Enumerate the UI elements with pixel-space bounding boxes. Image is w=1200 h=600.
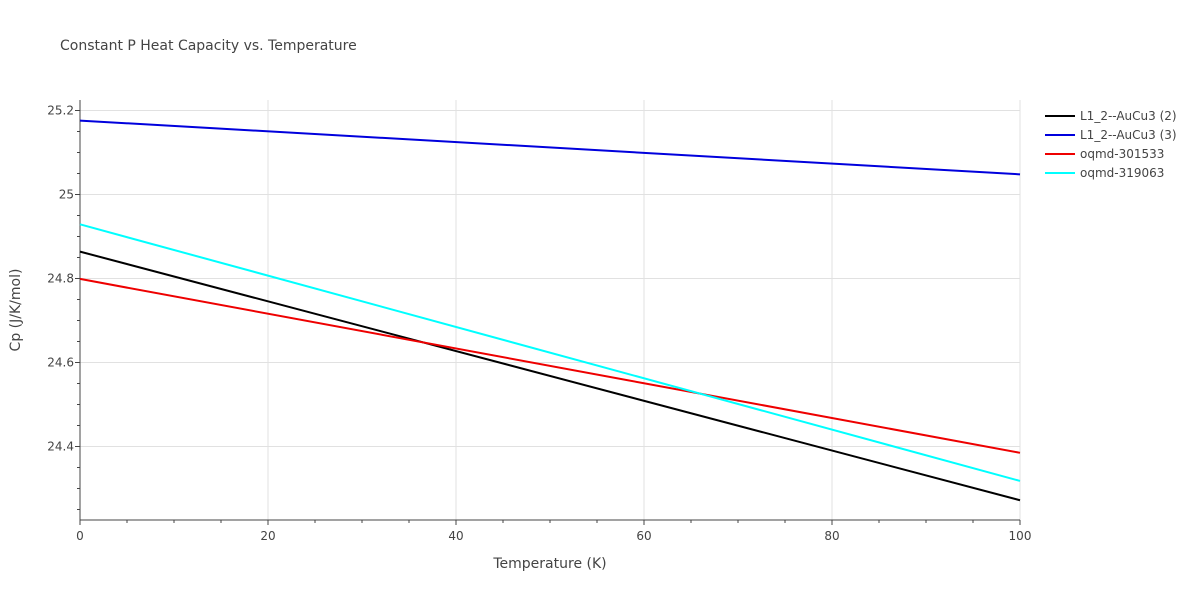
x-tick-label: 20 — [260, 529, 275, 543]
y-tick-label: 25.2 — [47, 104, 74, 118]
tick-labels: 0 20 40 60 80 100 24.4 24.6 24.8 25 25.2 — [47, 104, 1031, 544]
legend[interactable]: L1_2--AuCu3 (2) L1_2--AuCu3 (3) oqmd-30153… — [1045, 109, 1177, 180]
y-axis-label: Cp (J/K/mol) — [8, 269, 24, 352]
legend-label: oqmd-301533 — [1080, 147, 1164, 161]
legend-item[interactable]: oqmd-301533 — [1045, 147, 1164, 161]
legend-item[interactable]: L1_2--AuCu3 (2) — [1045, 109, 1177, 123]
series-line[interactable] — [79, 223, 1021, 482]
x-tick-label: 60 — [636, 529, 651, 543]
series-lines — [79, 119, 1021, 502]
legend-item[interactable]: L1_2--AuCu3 (3) — [1045, 128, 1177, 142]
x-axis-label: Temperature (K) — [492, 556, 606, 572]
legend-label: L1_2--AuCu3 (3) — [1080, 128, 1177, 142]
legend-item[interactable]: oqmd-319063 — [1045, 166, 1164, 180]
y-tick-label: 24.8 — [47, 272, 74, 286]
series-line[interactable] — [79, 277, 1021, 454]
x-tick-label: 100 — [1009, 529, 1032, 543]
x-tick-label: 80 — [824, 529, 839, 543]
y-tick-label: 24.6 — [47, 356, 74, 370]
legend-label: oqmd-319063 — [1080, 166, 1164, 180]
series-line[interactable] — [79, 119, 1021, 176]
series-line[interactable] — [79, 250, 1021, 502]
axes — [75, 100, 1021, 525]
x-tick-label: 0 — [76, 529, 84, 543]
x-tick-label: 40 — [448, 529, 463, 543]
legend-label: L1_2--AuCu3 (2) — [1080, 109, 1177, 123]
y-tick-label: 24.4 — [47, 440, 74, 454]
y-tick-label: 25 — [59, 188, 74, 202]
chart-title: Constant P Heat Capacity vs. Temperature — [60, 38, 357, 54]
grid — [80, 100, 1021, 520]
